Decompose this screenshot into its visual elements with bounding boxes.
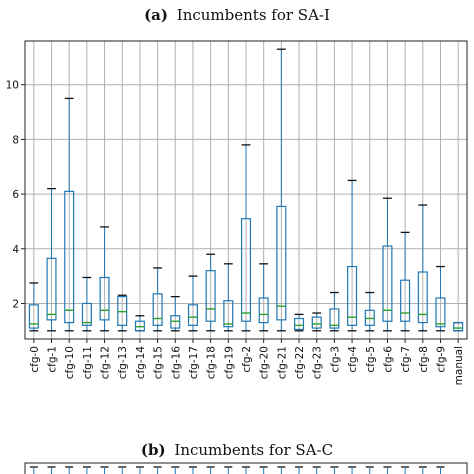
- box-body-cfg-0: [28, 304, 39, 329]
- chart-b-whisker-caps: [29, 466, 445, 474]
- x-tick-label-cfg-18: cfg-18: [206, 346, 218, 379]
- x-tick-label-manual: manual: [453, 346, 465, 385]
- x-tick-label-cfg-14: cfg-14: [135, 346, 147, 380]
- box-cfg-1: [46, 187, 57, 332]
- box-cfg-20: [258, 263, 269, 332]
- box-body-cfg-18: [205, 270, 216, 322]
- chart-a-boxes: [28, 48, 464, 332]
- x-tick-label-cfg-0: cfg-0: [29, 346, 41, 373]
- box-cfg-21: [276, 48, 287, 332]
- box-body-cfg-9: [435, 297, 446, 328]
- box-cfg-11: [81, 276, 92, 332]
- box-cfg-23: [311, 312, 322, 332]
- x-tick-label-cfg-13: cfg-13: [117, 346, 129, 379]
- y-tick-label-8: 8: [12, 134, 19, 146]
- box-body-cfg-1: [46, 257, 57, 321]
- box-cfg-4: [347, 179, 358, 332]
- chart-a-title: (a) Incumbents for SA-I: [144, 6, 330, 24]
- box-cfg-17: [187, 275, 198, 332]
- box-cfg-16: [170, 295, 181, 332]
- chart-a-title-prefix: (a): [144, 6, 168, 24]
- box-manual: [453, 321, 464, 332]
- box-cfg-2: [240, 144, 252, 332]
- y-tick-label-6: 6: [12, 189, 19, 201]
- box-body-cfg-19: [223, 300, 234, 328]
- box-cfg-15: [152, 267, 163, 332]
- box-cfg-6: [382, 197, 393, 332]
- x-tick-label-cfg-2: cfg-2: [241, 346, 253, 373]
- x-tick-label-cfg-19: cfg-19: [223, 346, 235, 379]
- box-body-cfg-11: [81, 302, 92, 326]
- x-tick-label-cfg-12: cfg-12: [100, 346, 112, 379]
- x-tick-label-cfg-20: cfg-20: [259, 346, 271, 379]
- box-body-cfg-2: [240, 218, 252, 322]
- box-body-cfg-4: [347, 265, 358, 326]
- box-cfg-3: [329, 291, 340, 332]
- box-cfg-19: [223, 263, 234, 332]
- box-body-cfg-7: [400, 279, 411, 322]
- chart-b-plot-frame: [24, 462, 468, 474]
- box-cfg-5: [364, 291, 375, 332]
- box-body-cfg-15: [152, 293, 163, 326]
- x-tick-label-cfg-11: cfg-11: [82, 346, 94, 379]
- x-tick-label-cfg-8: cfg-8: [418, 346, 430, 373]
- box-body-cfg-3: [329, 308, 340, 329]
- x-tick-label-cfg-6: cfg-6: [382, 346, 394, 373]
- chart-b-title: (b) Incumbents for SA-C: [141, 441, 333, 459]
- box-body-cfg-6: [382, 245, 393, 322]
- x-tick-label-cfg-1: cfg-1: [47, 346, 59, 373]
- chart-a-y-axis: 2 4 6 8 10: [6, 80, 25, 310]
- box-body-manual: [453, 321, 464, 332]
- box-cfg-14: [134, 315, 145, 332]
- y-tick-label-2: 2: [12, 298, 19, 310]
- box-cfg-13: [117, 294, 128, 332]
- box-cfg-9: [435, 265, 446, 332]
- x-tick-label-cfg-7: cfg-7: [400, 346, 412, 373]
- x-tick-label-cfg-23: cfg-23: [312, 346, 324, 379]
- box-cfg-22: [294, 313, 305, 332]
- box-body-cfg-17: [187, 304, 198, 326]
- box-body-cfg-21: [276, 205, 287, 321]
- box-body-cfg-22: [294, 317, 305, 331]
- box-body-cfg-23: [311, 316, 322, 329]
- x-tick-label-cfg-17: cfg-17: [188, 346, 200, 379]
- chart-b-title-text: Incumbents for SA-C: [174, 441, 333, 459]
- y-tick-label-4: 4: [12, 244, 19, 256]
- box-body-cfg-10: [64, 190, 75, 324]
- box-body-cfg-8: [417, 271, 428, 324]
- x-tick-label-cfg-4: cfg-4: [347, 346, 359, 373]
- box-body-cfg-12: [99, 276, 110, 321]
- x-tick-label-cfg-5: cfg-5: [365, 346, 377, 373]
- x-tick-label-cfg-22: cfg-22: [294, 346, 306, 379]
- chart-a-title-text: Incumbents for SA-I: [177, 6, 330, 24]
- x-tick-label-cfg-16: cfg-16: [170, 346, 182, 380]
- box-cfg-8: [417, 204, 428, 332]
- box-cfg-7: [400, 231, 411, 332]
- chart-b-title-prefix: (b): [141, 441, 166, 459]
- x-tick-label-cfg-10: cfg-10: [64, 346, 76, 379]
- x-tick-label-cfg-21: cfg-21: [276, 346, 288, 379]
- y-tick-label-10: 10: [6, 80, 19, 92]
- x-tick-label-cfg-9: cfg-9: [435, 346, 447, 373]
- box-cfg-18: [205, 253, 216, 332]
- box-cfg-12: [99, 226, 110, 332]
- x-tick-label-cfg-3: cfg-3: [329, 346, 341, 373]
- x-tick-label-cfg-15: cfg-15: [153, 346, 165, 379]
- box-body-cfg-20: [258, 297, 269, 324]
- box-cfg-0: [28, 282, 39, 332]
- chart-a-x-axis: cfg-0 cfg-1 cfg-10 cfg-11 cfg-12 cfg-13 cfg-14…: [29, 339, 465, 385]
- box-cfg-10: [64, 97, 75, 332]
